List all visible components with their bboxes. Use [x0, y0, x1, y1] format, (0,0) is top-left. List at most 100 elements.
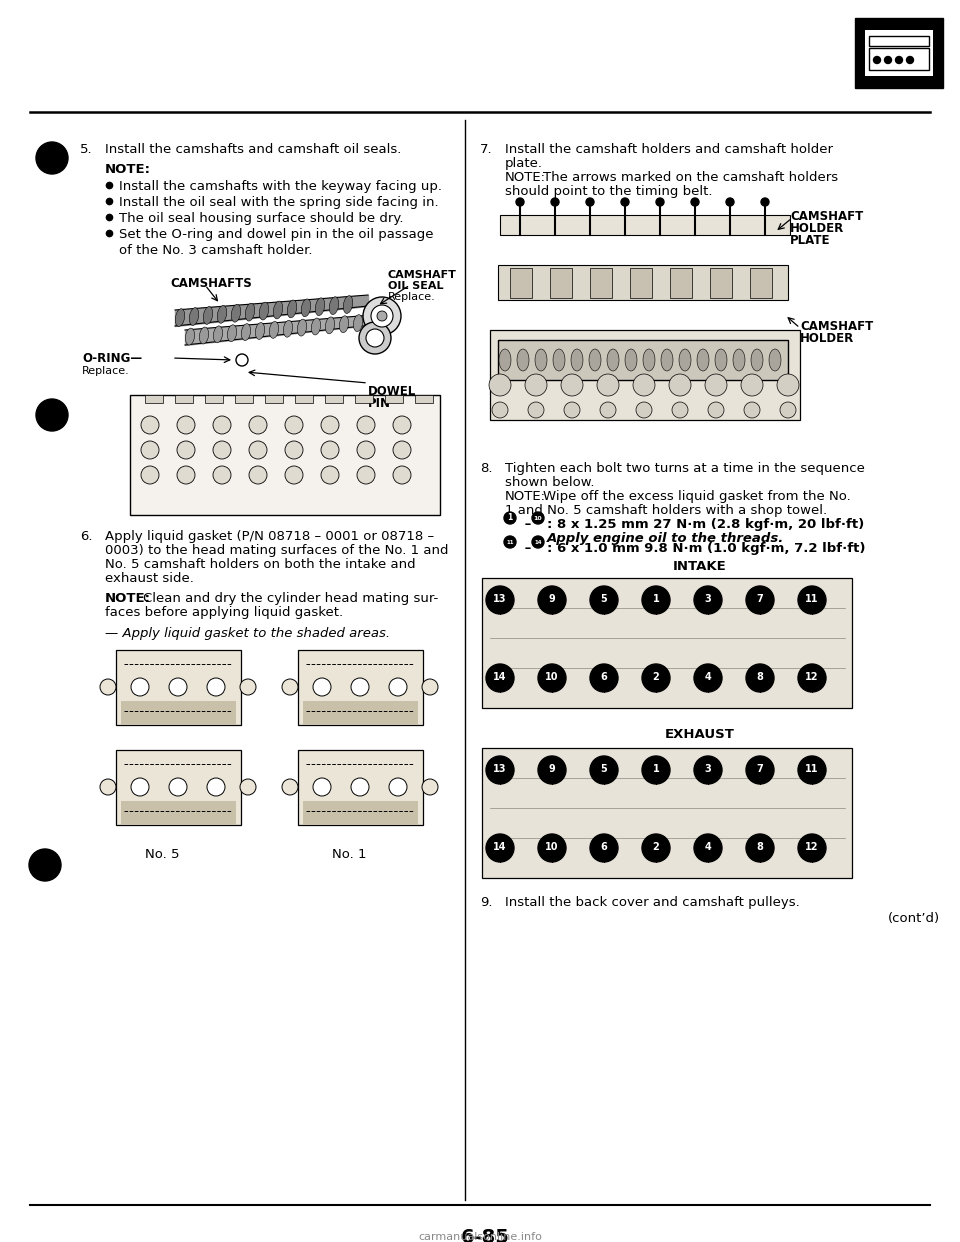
Circle shape	[351, 678, 369, 696]
Ellipse shape	[274, 301, 282, 319]
Text: 1: 1	[653, 764, 660, 774]
Text: Install the camshafts with the keyway facing up.: Install the camshafts with the keyway fa…	[119, 180, 442, 193]
Circle shape	[884, 56, 892, 63]
Text: CAMSHAFTS: CAMSHAFTS	[170, 277, 252, 289]
Circle shape	[874, 56, 880, 63]
Circle shape	[36, 399, 68, 431]
Circle shape	[141, 441, 159, 460]
Ellipse shape	[607, 349, 619, 371]
Circle shape	[636, 402, 652, 419]
Text: The oil seal housing surface should be dry.: The oil seal housing surface should be d…	[119, 212, 403, 225]
Circle shape	[694, 833, 722, 862]
Text: OIL SEAL: OIL SEAL	[388, 281, 444, 291]
Circle shape	[906, 56, 914, 63]
Ellipse shape	[301, 299, 311, 317]
Circle shape	[642, 586, 670, 614]
Bar	[303, 700, 418, 713]
Circle shape	[236, 354, 248, 366]
Circle shape	[726, 197, 734, 206]
Bar	[498, 265, 788, 301]
Circle shape	[708, 402, 724, 419]
Ellipse shape	[499, 349, 511, 371]
Circle shape	[131, 777, 149, 796]
Circle shape	[780, 402, 796, 419]
Text: CAMSHAFT: CAMSHAFT	[800, 320, 874, 333]
Ellipse shape	[217, 306, 227, 323]
Text: 7: 7	[756, 764, 763, 774]
Circle shape	[672, 402, 688, 419]
Text: faces before applying liquid gasket.: faces before applying liquid gasket.	[105, 606, 343, 619]
Bar	[116, 750, 241, 825]
Circle shape	[249, 441, 267, 460]
Bar	[865, 30, 933, 76]
Circle shape	[489, 374, 511, 396]
Circle shape	[100, 679, 116, 696]
Ellipse shape	[231, 304, 241, 322]
Ellipse shape	[241, 324, 251, 340]
Circle shape	[100, 779, 116, 795]
Ellipse shape	[246, 303, 254, 322]
Circle shape	[29, 850, 61, 881]
Text: of the No. 3 camshaft holder.: of the No. 3 camshaft holder.	[119, 243, 313, 257]
Ellipse shape	[571, 349, 583, 371]
Ellipse shape	[176, 309, 184, 327]
Circle shape	[422, 679, 438, 696]
Bar	[415, 395, 433, 402]
Circle shape	[741, 374, 763, 396]
Text: O-RING—: O-RING—	[82, 351, 142, 365]
Circle shape	[313, 678, 331, 696]
Circle shape	[590, 664, 618, 692]
Bar	[205, 395, 223, 402]
Text: Replace.: Replace.	[82, 366, 130, 376]
Bar	[750, 268, 772, 298]
Circle shape	[590, 756, 618, 784]
Circle shape	[213, 466, 231, 484]
Ellipse shape	[353, 314, 363, 332]
Circle shape	[393, 466, 411, 484]
Ellipse shape	[517, 349, 529, 371]
Text: 6.: 6.	[80, 530, 92, 543]
Circle shape	[321, 466, 339, 484]
Circle shape	[761, 197, 769, 206]
Circle shape	[141, 416, 159, 433]
Bar	[710, 268, 732, 298]
Text: 4: 4	[705, 672, 711, 682]
Text: 9.: 9.	[480, 895, 492, 909]
Bar	[121, 713, 236, 725]
Ellipse shape	[589, 349, 601, 371]
Ellipse shape	[769, 349, 781, 371]
Bar	[145, 395, 163, 402]
Ellipse shape	[679, 349, 691, 371]
Circle shape	[131, 678, 149, 696]
Text: 9: 9	[548, 764, 556, 774]
Text: 0003) to the head mating surfaces of the No. 1 and: 0003) to the head mating surfaces of the…	[105, 544, 448, 556]
Circle shape	[249, 466, 267, 484]
Circle shape	[896, 56, 902, 63]
Bar	[498, 340, 788, 380]
Text: –: –	[520, 542, 536, 555]
Text: : 6 x 1.0 mm 9.8 N·m (1.0 kgf·m, 7.2 lbf·ft): : 6 x 1.0 mm 9.8 N·m (1.0 kgf·m, 7.2 lbf…	[547, 542, 866, 555]
Ellipse shape	[751, 349, 763, 371]
Text: 14: 14	[493, 842, 507, 852]
Text: Set the O-ring and dowel pin in the oil passage: Set the O-ring and dowel pin in the oil …	[119, 229, 434, 241]
Bar	[175, 395, 193, 402]
Circle shape	[694, 586, 722, 614]
Text: Install the camshafts and camshaft oil seals.: Install the camshafts and camshaft oil s…	[105, 143, 401, 156]
Circle shape	[321, 441, 339, 460]
Ellipse shape	[213, 325, 223, 343]
Text: 8: 8	[756, 672, 763, 682]
Text: 9: 9	[548, 594, 556, 604]
Text: — Apply liquid gasket to the shaded areas.: — Apply liquid gasket to the shaded area…	[105, 627, 390, 640]
Text: plate.: plate.	[505, 156, 543, 170]
Ellipse shape	[189, 308, 199, 325]
Circle shape	[371, 306, 393, 327]
Circle shape	[600, 402, 616, 419]
Text: 8.: 8.	[480, 462, 492, 474]
Circle shape	[746, 756, 774, 784]
Ellipse shape	[311, 318, 321, 335]
Circle shape	[357, 416, 375, 433]
Text: Apply liquid gasket (P/N 08718 – 0001 or 08718 –: Apply liquid gasket (P/N 08718 – 0001 or…	[105, 530, 434, 543]
Circle shape	[363, 297, 401, 335]
Circle shape	[564, 402, 580, 419]
Circle shape	[486, 756, 514, 784]
